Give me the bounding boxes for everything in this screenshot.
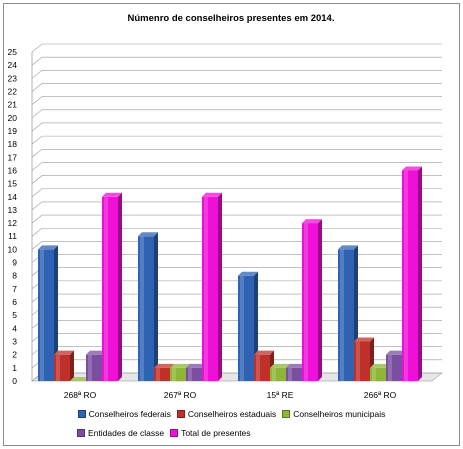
y-tick-label: 3 (12, 337, 17, 347)
legend-row-1: Conselheiros federais Conselheiros estadu… (0, 409, 463, 419)
gridline (31, 70, 442, 79)
y-tick-label: 10 (8, 244, 18, 254)
y-tick-label: 17 (8, 152, 18, 162)
gridline (31, 96, 442, 105)
y-tick-label: 4 (12, 323, 17, 333)
x-axis-ticks: 268ª RO 267ª RO 15ª RE 266ª RO (64, 390, 397, 400)
legend-label: Conselheiros estaduais (187, 409, 277, 419)
y-tick-label: 22 (8, 86, 18, 96)
y-tick-label: 9 (12, 258, 17, 268)
y-tick-label: 19 (8, 126, 18, 136)
legend-item: Entidades de classe (77, 428, 164, 438)
x-tick-label: 266ª RO (364, 390, 397, 400)
gridline (31, 188, 442, 197)
legend-swatch (77, 429, 85, 437)
legend-item: Total de presentes (170, 428, 251, 438)
gridline (31, 135, 442, 145)
gridline (31, 175, 442, 184)
gridline (31, 267, 442, 276)
legend-swatch (77, 410, 86, 418)
gridline (31, 109, 442, 119)
bar-conselheiros-federais (38, 245, 58, 381)
y-tick-label: 6 (12, 297, 17, 307)
bar-conselheiros-municipais (70, 377, 90, 382)
y-tick-label: 25 (8, 47, 18, 57)
bar-conselheiros-estaduais (54, 350, 74, 381)
gridline (31, 280, 442, 290)
y-tick-label: 21 (8, 100, 18, 110)
legend-swatch (170, 429, 179, 437)
bar-total-de-presentes (202, 192, 222, 381)
gridline (31, 122, 442, 132)
bar-total-de-presentes (302, 219, 322, 381)
y-tick-label: 15 (8, 179, 18, 189)
bar-total-de-presentes (402, 166, 422, 381)
legend-item: Conselheiros municipais (282, 409, 385, 419)
y-tick-label: 1 (12, 363, 17, 373)
bar-conselheiros-federais (138, 232, 158, 381)
y-tick-label: 14 (8, 192, 18, 202)
legend-label: Total de presentes (181, 428, 251, 438)
bar-total-de-presentes (102, 192, 122, 381)
y-tick-label: 8 (12, 271, 17, 281)
y-tick-label: 12 (8, 218, 18, 228)
gridline (31, 56, 442, 66)
legend-label: Conselheiros municipais (293, 409, 386, 419)
x-tick-label: 268ª RO (64, 390, 97, 400)
y-tick-label: 0 (12, 376, 17, 386)
legend-label: Entidades de classe (88, 428, 165, 438)
gridline (31, 241, 442, 250)
gridline (31, 214, 442, 224)
y-axis-ticks: 0123456789101112131415161718192021222324… (8, 47, 18, 386)
legend-item: Conselheiros estaduais (176, 409, 277, 419)
y-tick-label: 7 (12, 284, 17, 294)
legend-label: Conselheiros federais (88, 409, 171, 419)
legend-item: Conselheiros federais (77, 409, 171, 419)
y-tick-label: 20 (8, 113, 18, 123)
gridline (31, 201, 442, 211)
chart-title: Númenro de conselheiros presentes em 201… (128, 13, 335, 24)
gridline (31, 148, 442, 158)
y-tick-label: 5 (12, 310, 17, 320)
gridline (31, 333, 442, 342)
y-tick-label: 11 (8, 231, 17, 241)
x-tick-label: 15ª RE (267, 390, 294, 400)
y-tick-label: 13 (8, 205, 18, 215)
gridlines (31, 43, 443, 382)
gridline (31, 320, 442, 329)
gridline (31, 83, 442, 92)
bars (38, 166, 422, 382)
gridline (31, 43, 442, 53)
y-tick-label: 16 (8, 165, 18, 175)
y-tick-label: 18 (8, 139, 18, 149)
y-tick-label: 2 (12, 350, 17, 360)
y-tick-label: 23 (8, 73, 18, 83)
legend-row-2: Entidades de classe Total de presentes (0, 428, 463, 438)
gridline (31, 254, 442, 263)
gridline (31, 162, 442, 171)
gridline (31, 227, 442, 237)
gridline (31, 293, 442, 303)
legend-swatch (282, 410, 291, 418)
legend-swatch (176, 410, 185, 418)
y-tick-label: 24 (8, 60, 18, 70)
x-tick-label: 267ª RO (164, 390, 197, 400)
gridline (31, 306, 442, 316)
